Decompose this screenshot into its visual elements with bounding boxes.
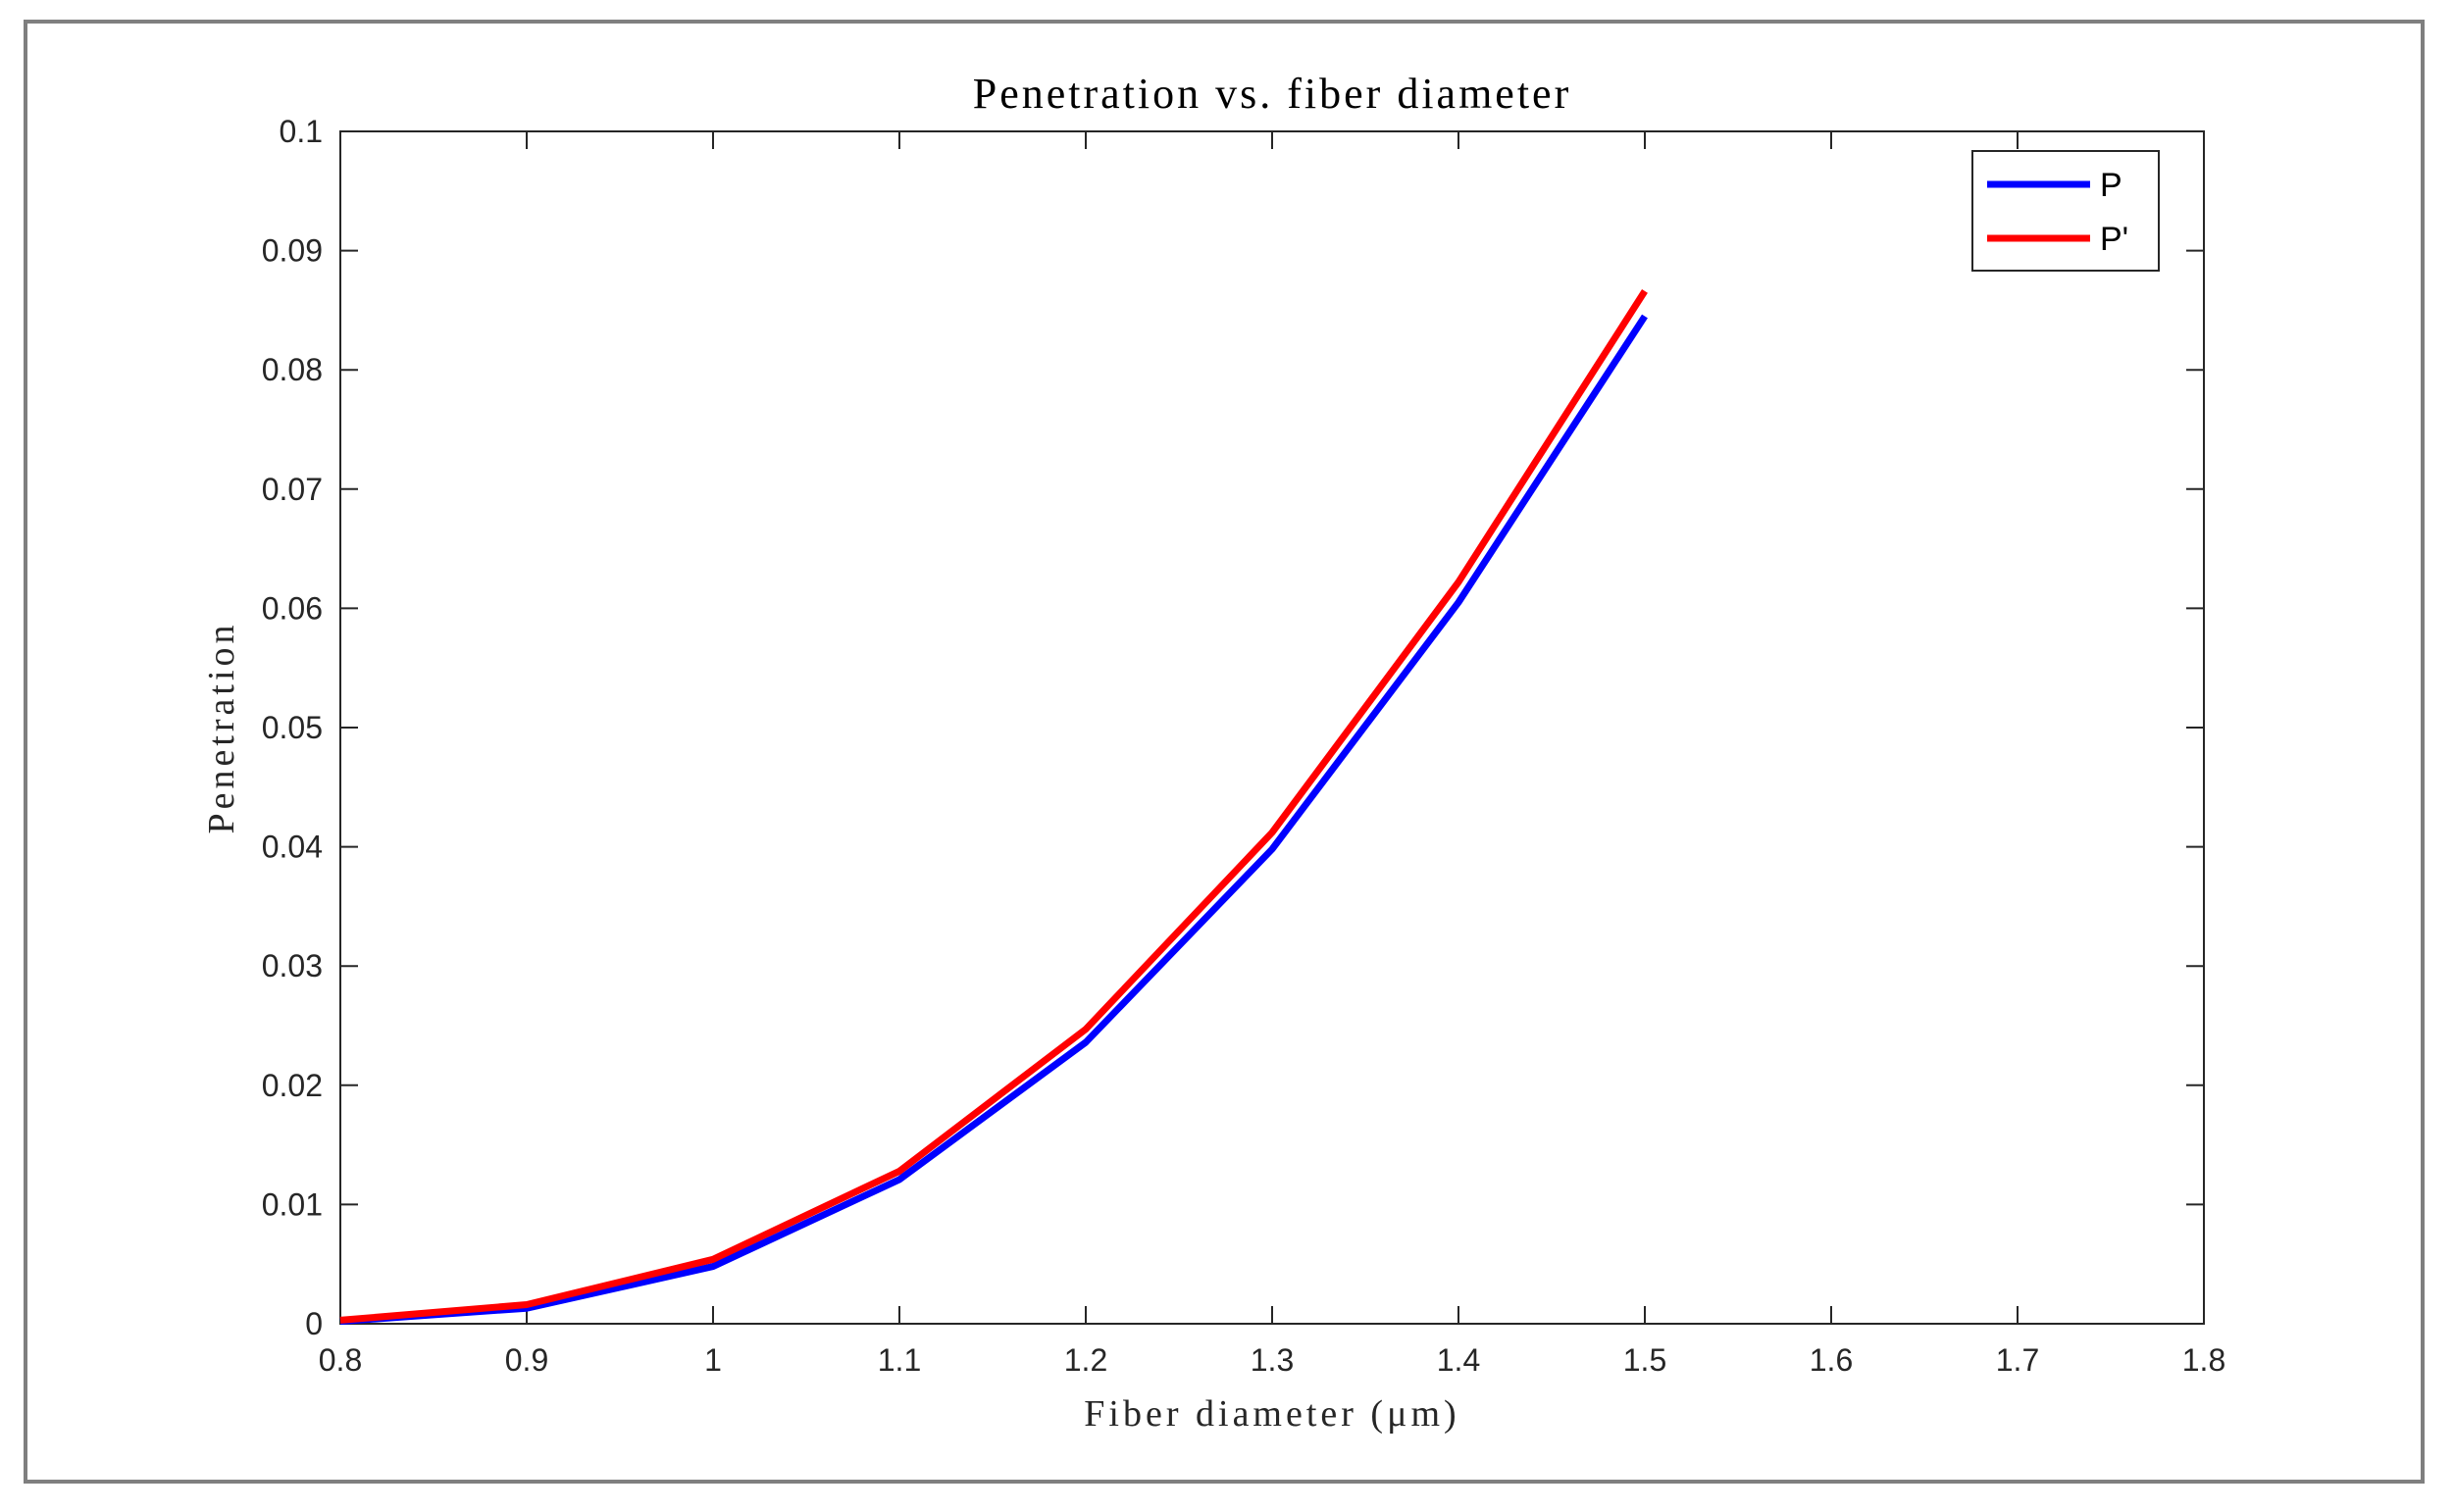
x-tick-label: 1.4	[1437, 1342, 1480, 1378]
x-tick-label: 1.8	[2182, 1342, 2225, 1378]
x-tick-label: 1.2	[1064, 1342, 1107, 1378]
x-tick-label: 1.6	[1810, 1342, 1853, 1378]
x-tick-labels: 0.8 0.9 1 1.1 1.2 1.3 1.4 1.5 1.6 1.7 1.8	[319, 1342, 2225, 1378]
y-tick-label: 0.03	[262, 948, 323, 983]
x-tick-label: 1	[704, 1342, 722, 1378]
y-tick-label: 0.09	[262, 233, 323, 269]
series-line-p-prime	[339, 289, 1648, 1324]
y-tick-label: 0.08	[262, 352, 323, 387]
y-tick-label: 0.1	[280, 114, 323, 149]
y-tick-label: 0.05	[262, 710, 323, 745]
legend: P P'	[1971, 150, 2160, 272]
x-tick-label: 1.5	[1623, 1342, 1666, 1378]
x-axis-label: Fiber diameter (μm)	[1084, 1393, 1459, 1435]
legend-box	[1971, 150, 2160, 272]
y-tick-label: 0.07	[262, 472, 323, 507]
y-tick-label: 0.06	[262, 590, 323, 626]
x-tick-label: 1.7	[1996, 1342, 2039, 1378]
plot-area	[339, 130, 2205, 1325]
y-tick-label: 0.02	[262, 1068, 323, 1103]
x-tick-label: 0.8	[319, 1342, 362, 1378]
y-tick-label: 0.01	[262, 1186, 323, 1222]
x-tick-label: 0.9	[505, 1342, 548, 1378]
y-tick-label: 0.04	[262, 830, 323, 865]
y-axis-label: Penetration	[201, 621, 242, 833]
y-tick-label: 0	[305, 1306, 323, 1341]
y-tick-labels: 0 0.01 0.02 0.03 0.04 0.05 0.06 0.07 0.08 0.09 0.1	[262, 114, 323, 1341]
series-lines	[339, 289, 1648, 1326]
x-tick-label: 1.1	[878, 1342, 921, 1378]
legend-label-p: P	[2100, 167, 2122, 204]
chart-title: Penetration vs. fiber diameter	[973, 70, 1571, 118]
x-tick-label: 1.3	[1251, 1342, 1294, 1378]
axis-ticks	[339, 130, 2205, 1325]
legend-label-p-prime: P'	[2100, 221, 2128, 258]
series-line-p	[339, 314, 1648, 1326]
